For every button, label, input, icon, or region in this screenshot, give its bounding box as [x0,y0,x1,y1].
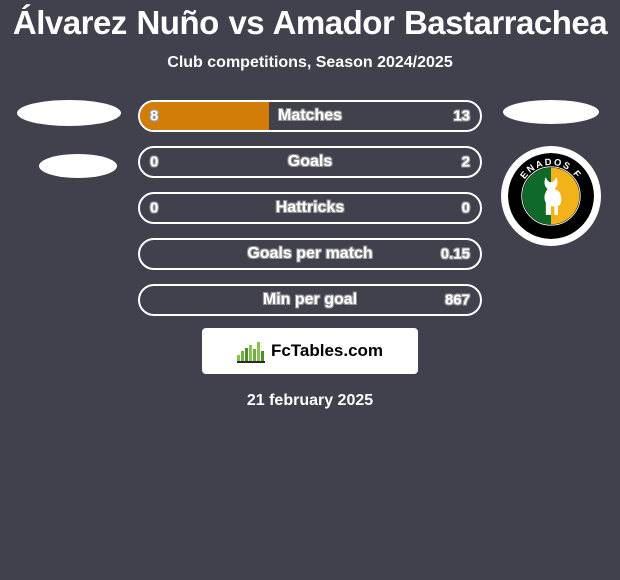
stats-column: Matches 8 13 Goals 0 2 Hattricks 0 0 Goals per ma… [134,100,486,316]
brand-logo-icon [237,339,265,363]
stat-value-left: 8 [150,108,158,125]
stat-bar: Hattricks 0 0 [138,192,482,224]
stat-value-right: 13 [453,108,470,125]
columns: Matches 8 13 Goals 0 2 Hattricks 0 0 Goals per ma… [0,100,620,316]
player2-club-crest-wrap: ENADOS FYUCATAN [501,146,601,246]
stat-bar-fill-left [140,102,269,130]
stat-label: Goals per match [247,245,372,263]
stat-bar: Goals per match 0.15 [138,238,482,270]
stat-value-left: 0 [150,200,158,217]
stat-bar: Goals 0 2 [138,146,482,178]
comparison-card: Álvarez Nuño vs Amador Bastarrachea Club… [0,0,620,580]
player2-placeholder-icon [503,100,599,124]
player1-placeholder-icon [17,100,121,126]
date-label: 21 february 2025 [0,392,620,410]
brand-badge: FcTables.com [202,328,418,374]
stat-value-left: 0 [150,154,158,171]
stat-value-right: 867 [445,292,470,309]
stat-label: Hattricks [276,199,344,217]
brand-text: FcTables.com [271,341,383,361]
stat-value-right: 2 [462,154,470,171]
stat-label: Goals [288,153,332,171]
player1-club-placeholder-icon [39,154,117,178]
stat-bar: Min per goal 867 [138,284,482,316]
stat-value-right: 0 [462,200,470,217]
page-title: Álvarez Nuño vs Amador Bastarrachea [0,2,620,48]
stat-value-right: 0.15 [441,246,470,263]
player2-club-crest-icon: ENADOS FYUCATAN [508,153,594,239]
stat-label: Matches [278,107,342,125]
stat-label: Min per goal [263,291,357,309]
player2-side: ENADOS FYUCATAN [486,100,616,246]
stat-bar: Matches 8 13 [138,100,482,132]
subtitle: Club competitions, Season 2024/2025 [0,54,620,72]
player1-side [4,100,134,178]
